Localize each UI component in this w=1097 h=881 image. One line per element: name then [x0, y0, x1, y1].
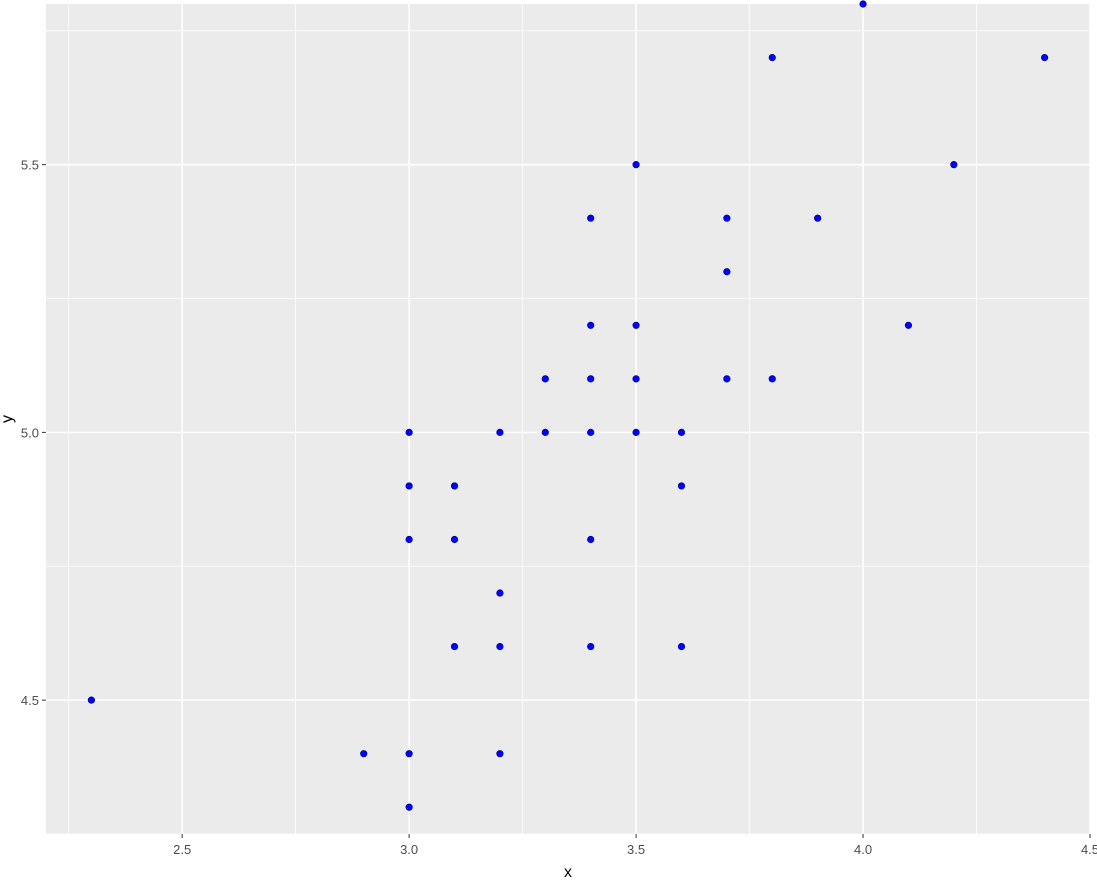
data-point — [450, 642, 459, 651]
data-point — [677, 642, 686, 651]
x-tick-label: 4.5 — [1081, 842, 1097, 857]
data-points — [87, 0, 1049, 811]
data-point — [541, 428, 549, 436]
data-point — [587, 642, 595, 651]
data-point — [723, 268, 731, 276]
data-point — [587, 535, 595, 544]
data-point — [360, 750, 368, 758]
data-point — [632, 161, 640, 169]
data-point — [496, 428, 504, 436]
data-point — [814, 214, 822, 222]
data-point — [496, 750, 504, 758]
x-axis-title: x — [564, 864, 572, 881]
data-point — [87, 696, 95, 704]
data-point — [405, 803, 413, 811]
data-point — [587, 428, 595, 436]
x-tick-label: 3.0 — [400, 842, 418, 857]
data-point — [541, 375, 549, 383]
data-point — [1041, 53, 1049, 62]
data-point — [587, 321, 595, 329]
data-point — [859, 0, 867, 8]
data-point — [768, 53, 776, 62]
data-point — [587, 375, 595, 383]
data-point — [632, 428, 640, 436]
major-grid — [46, 4, 1091, 834]
y-axis-title: y — [0, 415, 16, 423]
y-tick-label: 5.5 — [21, 158, 39, 173]
minor-grid — [46, 4, 1090, 835]
y-tick-label: 4.5 — [21, 693, 39, 708]
data-point — [950, 161, 958, 169]
y-tick-label: 5.0 — [21, 425, 39, 440]
data-point — [632, 375, 640, 383]
data-point — [405, 482, 413, 490]
plot-panel — [46, 4, 1090, 834]
data-point — [677, 428, 686, 436]
data-point — [632, 321, 640, 329]
data-point — [723, 375, 731, 383]
data-point — [677, 482, 686, 490]
x-tick-label: 3.5 — [627, 842, 645, 857]
x-tick-label: 4.0 — [854, 842, 872, 857]
data-point — [496, 589, 504, 597]
data-point — [587, 214, 595, 222]
data-point — [768, 375, 776, 383]
x-axis: 2.5 3.0 3.5 4.0 4.5 — [173, 834, 1097, 857]
data-point — [496, 642, 504, 651]
data-point — [450, 535, 459, 544]
data-point — [405, 750, 413, 758]
x-tick-label: 2.5 — [173, 842, 191, 857]
y-axis: 4.5 5.0 5.5 — [21, 158, 46, 708]
data-point — [405, 428, 413, 436]
data-point — [450, 482, 459, 490]
data-point — [723, 214, 731, 222]
data-point — [405, 535, 413, 544]
data-point — [904, 321, 913, 329]
